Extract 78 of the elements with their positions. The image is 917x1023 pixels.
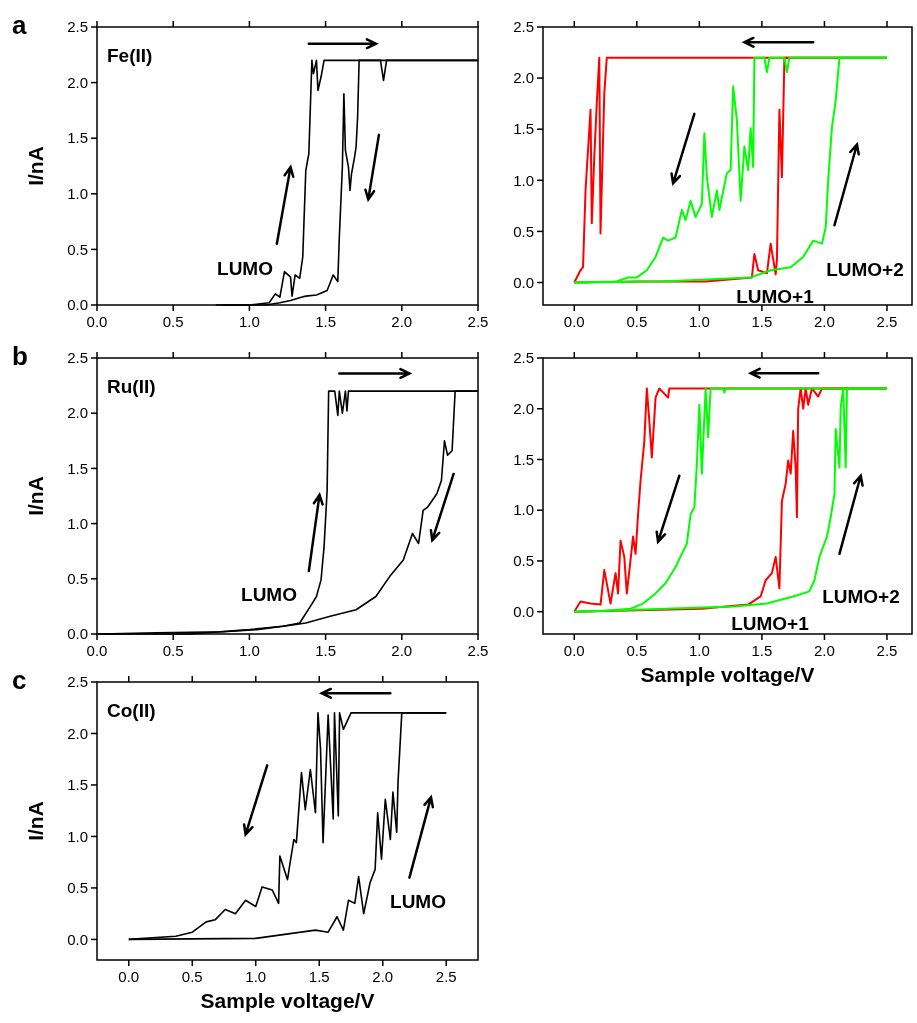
y-tick-label: 1.0 — [67, 185, 88, 203]
y-tick-label: 0.0 — [67, 930, 88, 948]
x-tick-label: 0.0 — [118, 968, 140, 985]
y-tick-label: 0.5 — [67, 240, 88, 258]
x-tick-label: 0.0 — [563, 313, 585, 330]
y-tick-label: 1.0 — [67, 827, 88, 845]
annotation: LUMO — [241, 583, 297, 605]
y-axis-title: I/nA — [24, 476, 47, 516]
x-axis-title: Sample voltage/V — [640, 663, 815, 686]
y-tick-label: 1.5 — [513, 450, 534, 468]
x-tick-label: 2.5 — [876, 642, 898, 659]
x-tick-label: 2.0 — [391, 642, 413, 659]
x-tick-label: 0.5 — [626, 313, 648, 330]
y-tick-label: 1.0 — [513, 501, 534, 519]
x-tick-label: 2.0 — [814, 642, 835, 659]
text: b — [12, 341, 28, 372]
y-tick-label: 2.5 — [67, 673, 88, 691]
x-tick-label: 1.5 — [751, 642, 773, 659]
x-tick-label: 0.5 — [626, 642, 648, 659]
y-tick-label: 0.5 — [513, 552, 534, 570]
x-tick-label: 0.5 — [162, 313, 184, 330]
x-axis-title: Sample voltage/V — [200, 989, 375, 1012]
y-tick-label: 2.0 — [67, 724, 88, 742]
text: c — [12, 665, 27, 696]
y-tick-label: 0.0 — [513, 273, 534, 291]
annotation: LUMO+1 — [731, 612, 810, 634]
y-tick-label: 0.0 — [67, 296, 88, 314]
x-tick-label: 1.0 — [238, 313, 260, 330]
y-tick-label: 0.5 — [67, 570, 88, 588]
x-tick-label: 0.5 — [181, 968, 203, 985]
x-tick-label: 1.0 — [238, 642, 260, 659]
y-tick-label: 2.5 — [67, 349, 88, 367]
x-tick-label: 2.5 — [467, 313, 489, 330]
y-tick-label: 1.5 — [67, 459, 88, 477]
y-tick-label: 2.5 — [513, 349, 534, 367]
y-tick-label: 0.5 — [67, 879, 88, 897]
x-tick-label: 1.0 — [245, 968, 267, 985]
x-tick-label: 1.5 — [315, 642, 337, 659]
x-tick-label: 2.5 — [876, 313, 898, 330]
annotation: LUMO — [217, 257, 273, 279]
x-tick-label: 0.0 — [563, 642, 585, 659]
x-tick-label: 0.5 — [162, 642, 184, 659]
y-axis-title: I/nA — [24, 801, 47, 841]
y-tick-label: 2.5 — [67, 18, 88, 36]
y-tick-label: 1.5 — [67, 776, 88, 794]
y-tick-label: 0.0 — [67, 625, 88, 643]
y-tick-label: 1.0 — [67, 514, 88, 532]
x-tick-label: 0.0 — [86, 642, 108, 659]
annotation: Co(II) — [107, 699, 156, 721]
x-tick-label: 1.5 — [308, 968, 330, 985]
x-tick-label: 1.5 — [751, 313, 773, 330]
y-tick-label: 1.5 — [513, 120, 534, 138]
x-tick-label: 2.0 — [391, 313, 413, 330]
y-tick-label: 2.5 — [513, 18, 534, 36]
y-tick-label: 1.0 — [513, 171, 534, 189]
annotation: LUMO+2 — [826, 258, 904, 280]
y-tick-label: 0.5 — [513, 222, 534, 240]
x-tick-label: 2.5 — [435, 968, 457, 985]
annotation: Fe(II) — [107, 44, 153, 66]
annotation: LUMO+1 — [736, 285, 815, 307]
x-tick-label: 0.0 — [86, 313, 108, 330]
y-tick-label: 2.0 — [513, 69, 534, 87]
annotation: LUMO — [390, 890, 446, 912]
annotation: Ru(II) — [107, 375, 156, 397]
annotation: LUMO+2 — [822, 585, 900, 607]
x-tick-label: 1.0 — [688, 642, 710, 659]
y-axis-title: I/nA — [24, 146, 47, 186]
y-tick-label: 2.0 — [513, 399, 534, 417]
y-tick-label: 2.0 — [67, 404, 88, 422]
x-tick-label: 2.0 — [814, 313, 835, 330]
text: a — [12, 10, 27, 41]
x-tick-label: 1.5 — [315, 313, 337, 330]
y-tick-label: 1.5 — [67, 129, 88, 147]
x-tick-label: 2.5 — [467, 642, 489, 659]
x-tick-label: 2.0 — [372, 968, 394, 985]
x-tick-label: 1.0 — [688, 313, 710, 330]
y-tick-label: 0.0 — [513, 602, 534, 620]
y-tick-label: 2.0 — [67, 73, 88, 91]
